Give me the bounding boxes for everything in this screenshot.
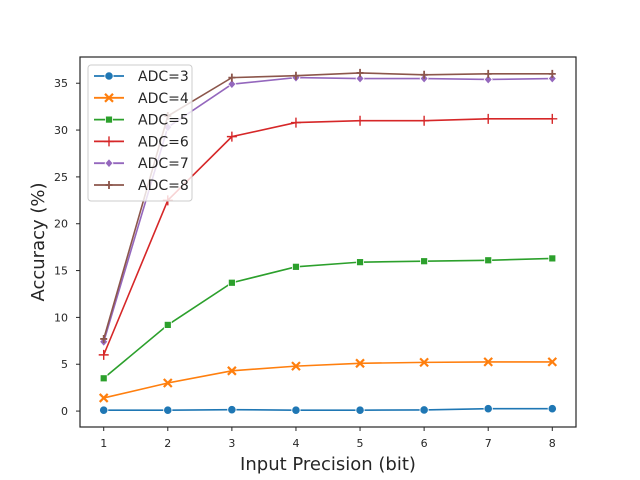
data-point — [419, 357, 429, 368]
x-tick-label: 1 — [100, 437, 107, 450]
data-point — [227, 366, 237, 376]
data-point — [420, 257, 429, 266]
data-point — [163, 320, 172, 329]
legend-marker — [104, 158, 114, 169]
legend-marker — [104, 93, 114, 103]
y-axis-label: Accuracy (%) — [28, 182, 49, 301]
y-tick-label: 20 — [54, 218, 68, 231]
data-point — [100, 334, 108, 343]
data-point — [227, 278, 236, 287]
series-adc-4 — [98, 357, 558, 403]
y-tick-label: 0 — [61, 405, 68, 418]
data-point — [355, 73, 365, 84]
data-point — [290, 117, 301, 128]
x-tick-label: 7 — [485, 437, 492, 450]
data-point — [292, 262, 300, 271]
x-tick-label: 8 — [549, 437, 556, 450]
data-point — [291, 361, 301, 371]
legend-label: ADC=5 — [138, 113, 189, 129]
data-point — [548, 69, 556, 78]
data-point — [355, 115, 366, 126]
x-tick-label: 2 — [164, 437, 171, 450]
data-point — [227, 79, 237, 90]
legend-label: ADC=3 — [138, 69, 189, 85]
data-point — [228, 73, 236, 82]
data-point — [419, 115, 430, 126]
data-point — [355, 405, 365, 415]
legend-entry: ADC=3 — [94, 69, 189, 85]
data-point — [227, 405, 237, 415]
data-point — [356, 258, 364, 267]
y-tick-label: 25 — [54, 171, 68, 184]
legend-entry: ADC=7 — [94, 156, 189, 172]
series-adc-3 — [99, 404, 557, 415]
y-tick-label: 10 — [54, 311, 68, 324]
data-point — [420, 70, 428, 79]
data-point — [419, 405, 429, 415]
data-point — [548, 254, 557, 263]
legend-marker — [105, 181, 113, 189]
legend-box — [87, 64, 193, 202]
y-tick-label: 15 — [54, 265, 68, 278]
data-point — [547, 404, 557, 414]
plot-frame — [79, 56, 577, 428]
legend-label: ADC=8 — [138, 178, 189, 194]
data-point — [356, 68, 364, 77]
data-point — [99, 405, 109, 415]
x-tick-label: 3 — [228, 437, 235, 450]
x-tick-label: 6 — [421, 437, 428, 450]
data-point — [484, 256, 493, 265]
data-point — [547, 357, 558, 367]
data-point — [292, 71, 300, 80]
data-point — [291, 405, 301, 415]
legend: ADC=3 ADC=4 ADC=5 ADC=6 ADC=7 ADC=8 — [87, 64, 193, 202]
legend-label: ADC=7 — [138, 156, 189, 172]
y-tick-label: 30 — [54, 124, 68, 137]
x-axis-label: Input Precision (bit) — [240, 454, 416, 475]
legend-entry: ADC=5 — [94, 113, 189, 129]
legend-entry: ADC=8 — [94, 178, 189, 194]
legend-entry: ADC=6 — [94, 134, 189, 150]
data-point — [226, 131, 237, 142]
data-point — [547, 113, 558, 124]
data-point — [483, 357, 493, 367]
data-point — [483, 113, 494, 124]
data-point — [483, 74, 493, 85]
series-adc-5 — [99, 254, 557, 383]
series-line — [103, 257, 553, 379]
y-tick-label: 5 — [61, 358, 68, 371]
data-point — [98, 393, 109, 403]
data-point — [163, 405, 173, 415]
legend-label: ADC=4 — [138, 91, 189, 107]
data-point — [547, 73, 557, 84]
series-line — [103, 407, 553, 411]
legend-entry: ADC=4 — [94, 91, 189, 107]
y-ticks: 0 5 10 15 20 25 30 35 — [54, 77, 80, 418]
data-point — [355, 358, 365, 369]
x-tick-label: 5 — [357, 437, 364, 450]
legend-label: ADC=6 — [138, 134, 189, 150]
data-point — [99, 374, 108, 383]
series-line — [103, 361, 553, 399]
legend-marker — [105, 115, 113, 124]
data-point — [163, 378, 173, 388]
x-tick-label: 4 — [292, 437, 299, 450]
y-tick-label: 35 — [54, 77, 68, 90]
data-point — [484, 69, 492, 78]
data-point — [98, 349, 109, 360]
legend-marker — [104, 136, 114, 147]
legend-marker — [104, 71, 114, 81]
data-point — [483, 404, 493, 414]
x-ticks: 1 2 3 4 5 6 7 8 — [100, 427, 556, 450]
